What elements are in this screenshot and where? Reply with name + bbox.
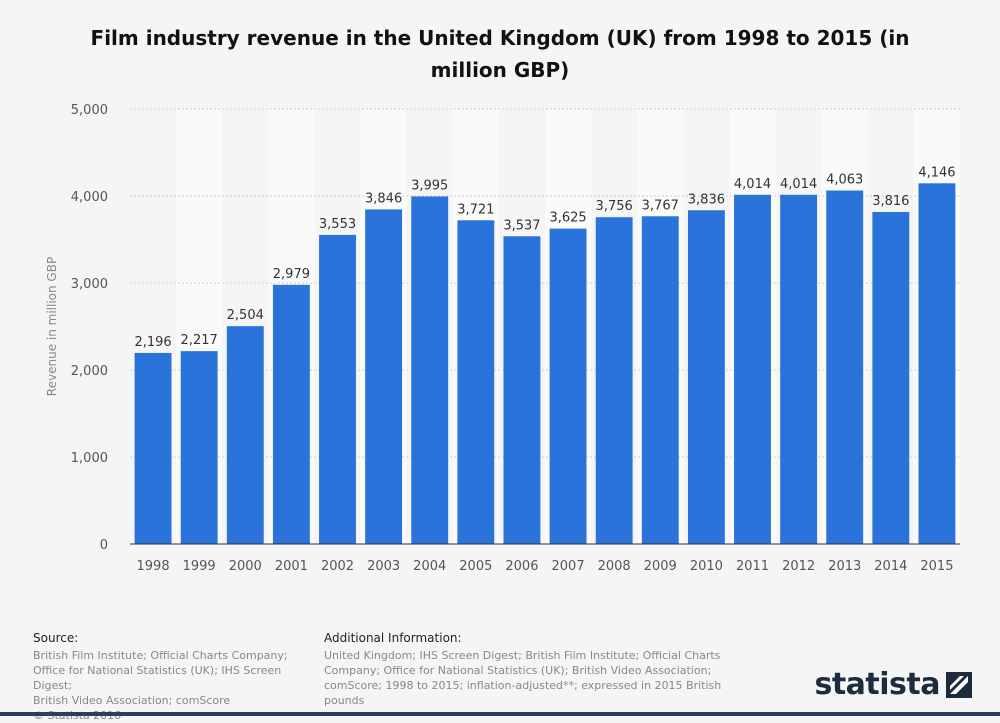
- bar: [319, 234, 356, 544]
- bar: [457, 220, 495, 544]
- x-tick-label: 2004: [413, 559, 446, 574]
- data-label: 3,995: [411, 178, 448, 193]
- statista-logo[interactable]: statista: [814, 667, 972, 702]
- bar: [549, 228, 587, 544]
- source-line: Office for National Statistics (UK); IHS…: [33, 664, 282, 692]
- x-tick-label: 2010: [690, 559, 723, 574]
- bar: [503, 236, 541, 544]
- data-label: 4,063: [826, 173, 863, 188]
- bar: [180, 351, 218, 544]
- data-label: 3,756: [596, 199, 633, 214]
- info-heading: Additional Information:: [324, 631, 462, 645]
- y-tick-label: 3,000: [71, 277, 108, 292]
- x-tick-label: 2000: [229, 559, 262, 574]
- y-tick-label: 0: [100, 538, 108, 553]
- data-label: 3,816: [872, 194, 909, 209]
- bar: [918, 183, 956, 544]
- y-tick-label: 4,000: [71, 190, 108, 205]
- additional-info-block: Additional Information: United Kingdom; …: [324, 631, 724, 708]
- y-tick-label: 5,000: [71, 103, 108, 118]
- bar: [687, 210, 725, 544]
- x-tick-label: 2014: [874, 559, 907, 574]
- x-tick-label: 2013: [828, 559, 861, 574]
- bar: [734, 194, 771, 545]
- info-line: comScore; 1998 to 2015; inflation-adjust…: [324, 679, 722, 692]
- data-label: 2,196: [134, 335, 171, 350]
- source-line: British Video Association; comScore: [33, 694, 231, 707]
- x-tick-label: 2006: [505, 559, 538, 574]
- data-label: 4,146: [918, 165, 955, 180]
- bar-chart: 0 1,000 2,000 3,000 4,000 5,000 2,196 1998 2,217…: [45, 103, 960, 574]
- bar: [641, 216, 679, 544]
- data-label: 2,217: [181, 333, 218, 348]
- x-tick-label: 2015: [920, 559, 953, 574]
- bar: [826, 190, 864, 545]
- data-label: 2,979: [273, 267, 310, 282]
- data-label: 4,014: [780, 177, 817, 192]
- bar: [872, 212, 910, 544]
- source-line: British Film Institute; Official Charts …: [33, 649, 288, 662]
- x-tick-label: 2002: [321, 559, 354, 574]
- x-tick-label: 1999: [183, 559, 216, 574]
- bottom-accent-bar: [0, 712, 1000, 716]
- data-label: 4,014: [734, 177, 771, 192]
- source-heading: Source:: [33, 631, 79, 645]
- logo-text: statista: [814, 667, 940, 702]
- chart-title: Film industry revenue in the United King…: [90, 26, 910, 82]
- x-tick-label: 2003: [367, 559, 400, 574]
- bar: [595, 217, 633, 544]
- bar: [411, 196, 449, 544]
- bar: [226, 326, 264, 544]
- bar: [272, 284, 310, 544]
- x-tick-label: 2009: [644, 559, 677, 574]
- data-label: 3,625: [549, 211, 586, 226]
- bar: [134, 352, 172, 544]
- y-tick-label: 1,000: [71, 451, 108, 466]
- data-label: 3,553: [319, 217, 356, 232]
- x-tick-label: 2011: [736, 559, 769, 574]
- x-tick-label: 2005: [459, 559, 492, 574]
- x-tick-label: 1998: [137, 559, 170, 574]
- x-tick-label: 2007: [552, 559, 585, 574]
- data-label: 3,537: [503, 218, 540, 233]
- y-axis-label: Revenue in million GBP: [45, 257, 59, 396]
- data-label: 3,721: [457, 202, 494, 217]
- bar: [365, 209, 403, 544]
- x-tick-label: 2008: [598, 559, 631, 574]
- source-block: Source: British Film Institute; Official…: [33, 631, 313, 723]
- info-line: Company; Office for National Statistics …: [324, 664, 712, 677]
- info-line: United Kingdom; IHS Screen Digest; Briti…: [324, 649, 721, 662]
- data-label: 3,846: [365, 191, 402, 206]
- data-label: 3,836: [688, 192, 725, 207]
- statista-logo-icon: [946, 671, 972, 698]
- bar: [780, 194, 818, 545]
- y-tick-label: 2,000: [71, 364, 108, 379]
- info-line: pounds: [324, 694, 365, 707]
- data-label: 2,504: [227, 308, 264, 323]
- x-tick-label: 2001: [275, 559, 308, 574]
- x-tick-label: 2012: [782, 559, 815, 574]
- data-label: 3,767: [642, 198, 679, 213]
